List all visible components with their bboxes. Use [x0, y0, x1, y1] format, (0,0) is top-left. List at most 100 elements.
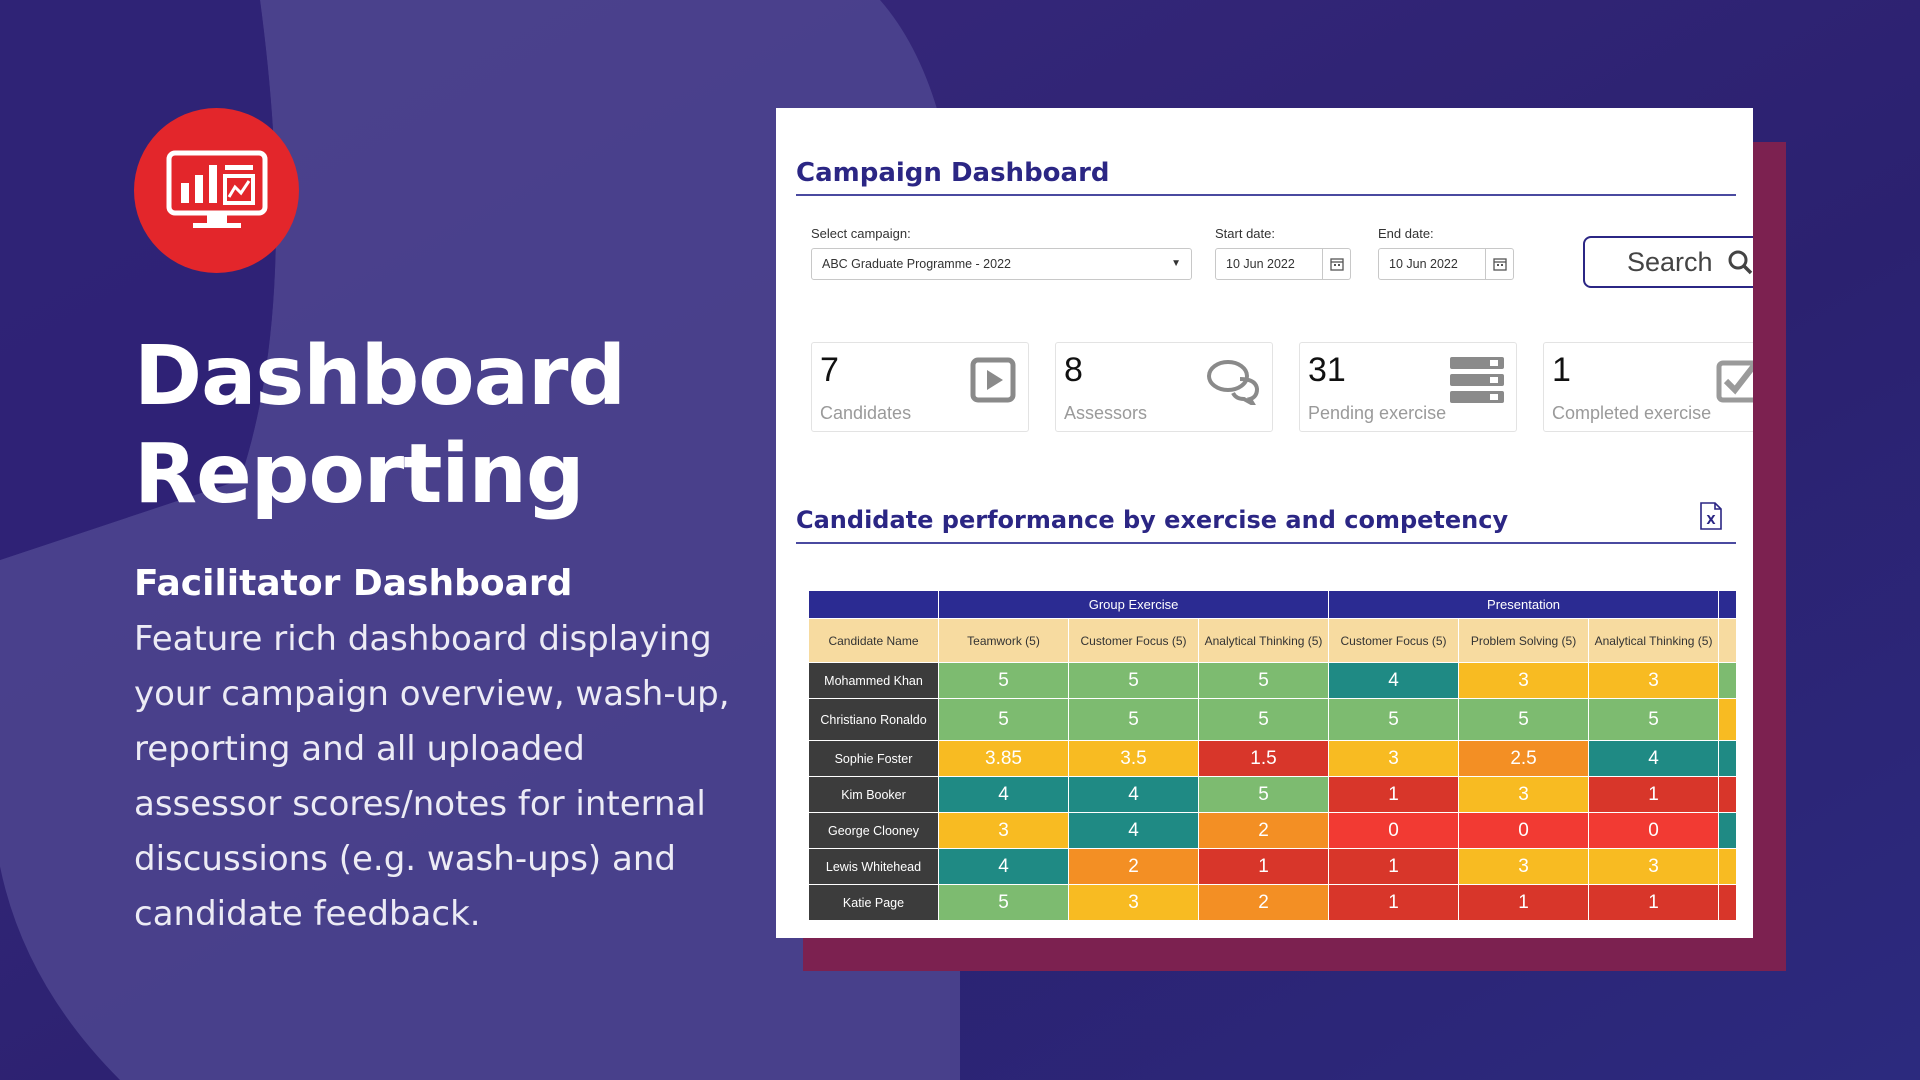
column-header[interactable]: Customer Focus (5): [1328, 618, 1460, 663]
stat-pending[interactable]: 31 Pending exercise: [1299, 342, 1517, 432]
column-header-row: Candidate Name Teamwork (5) Customer Foc…: [808, 618, 1736, 663]
score-cell: 3: [1458, 848, 1590, 885]
score-cell: 5: [938, 884, 1069, 921]
stat-assessors[interactable]: 8 Assessors: [1055, 342, 1273, 432]
score-cell-overflow: [1718, 884, 1736, 921]
start-date-input[interactable]: 10 Jun 2022: [1215, 248, 1351, 280]
candidate-name[interactable]: Mohammed Khan: [808, 662, 939, 699]
score-cell: 4: [938, 776, 1069, 813]
table-row[interactable]: George Clooney 3 4 2 0 0 0: [808, 812, 1736, 849]
column-header[interactable]: Analytical Thinking (5): [1588, 618, 1720, 663]
stat-value: 1: [1552, 351, 1571, 389]
dashboard-card: Campaign Dashboard Select campaign: ABC …: [776, 108, 1753, 938]
calendar-icon[interactable]: [1322, 249, 1350, 279]
score-cell: 5: [1588, 698, 1720, 741]
search-icon: [1728, 250, 1752, 275]
stat-value: 31: [1308, 351, 1346, 389]
score-cell: 1: [1328, 848, 1460, 885]
candidate-name[interactable]: Lewis Whitehead: [808, 848, 939, 885]
candidate-name[interactable]: Katie Page: [808, 884, 939, 921]
group-header-row: Group Exercise Presentation: [808, 590, 1736, 619]
score-cell: 4: [1068, 812, 1199, 849]
stat-label: Assessors: [1064, 403, 1148, 423]
score-cell: 5: [1197, 776, 1330, 813]
score-cell-overflow: [1718, 812, 1736, 849]
stat-completed[interactable]: 1 Completed exercise: [1543, 342, 1753, 432]
stat-candidates[interactable]: 7 Candidates: [811, 342, 1029, 432]
hero-title: Dashboard Reporting: [134, 328, 754, 524]
hero-title-line2: Reporting: [134, 427, 585, 522]
score-cell: 4: [1068, 776, 1199, 813]
score-cell: 0: [1458, 812, 1590, 849]
candidate-name[interactable]: George Clooney: [808, 812, 939, 849]
score-cell: 1.5: [1197, 740, 1330, 777]
score-cell: 4: [1588, 740, 1720, 777]
score-cell: 2: [1197, 812, 1330, 849]
score-cell: 5: [938, 698, 1069, 741]
score-cell: 4: [938, 848, 1069, 885]
score-cell-overflow: [1718, 776, 1736, 813]
candidate-name[interactable]: Kim Booker: [808, 776, 939, 813]
calendar-icon[interactable]: [1485, 249, 1513, 279]
column-header[interactable]: Customer Focus (5): [1068, 618, 1199, 663]
stat-label: Completed exercise: [1552, 403, 1712, 423]
score-cell: 1: [1588, 776, 1720, 813]
score-cell: 2.5: [1458, 740, 1590, 777]
dashboard-title: Campaign Dashboard: [796, 158, 1736, 196]
filter-bar: Select campaign: ABC Graduate Programme …: [811, 226, 1753, 296]
group-header-empty: [808, 590, 939, 619]
score-cell: 5: [1068, 698, 1199, 741]
list-icon: [1450, 357, 1504, 403]
dashboard-content: Campaign Dashboard Select campaign: ABC …: [796, 158, 1753, 921]
end-date-value: 10 Jun 2022: [1389, 257, 1458, 271]
score-cell-overflow: [1718, 848, 1736, 885]
score-cell: 5: [1197, 662, 1330, 699]
performance-title: Candidate performance by exercise and co…: [796, 502, 1736, 544]
column-header[interactable]: Problem Solving (5): [1458, 618, 1590, 663]
score-cell: 2: [1197, 884, 1330, 921]
score-cell: 4: [1328, 662, 1460, 699]
table-row[interactable]: Mohammed Khan 5 5 5 4 3 3: [808, 662, 1736, 699]
score-cell: 5: [1068, 662, 1199, 699]
column-header-overflow: [1718, 618, 1736, 663]
stat-value: 7: [820, 351, 839, 389]
score-cell: 5: [1197, 698, 1330, 741]
score-cell: 5: [1458, 698, 1590, 741]
column-header[interactable]: Teamwork (5): [938, 618, 1069, 663]
candidate-name[interactable]: Christiano Ronaldo: [808, 698, 939, 741]
table-row[interactable]: Lewis Whitehead 4 2 1 1 3 3: [808, 848, 1736, 885]
search-button[interactable]: Search: [1583, 236, 1753, 288]
stats-row: 7 Candidates 8 Assessors 31 Pending exer…: [811, 342, 1753, 432]
score-cell: 1: [1588, 884, 1720, 921]
table-row[interactable]: Christiano Ronaldo 5 5 5 5 5 5: [808, 698, 1736, 741]
excel-export-icon[interactable]: X: [1700, 502, 1722, 530]
start-date-label: Start date:: [1215, 226, 1275, 241]
candidate-name[interactable]: Sophie Foster: [808, 740, 939, 777]
chat-bubbles-icon: [1207, 360, 1260, 405]
campaign-value: ABC Graduate Programme - 2022: [822, 257, 1011, 271]
score-cell: 1: [1458, 884, 1590, 921]
campaign-select[interactable]: ABC Graduate Programme - 2022 ▼: [811, 248, 1192, 280]
hero-subtitle: Facilitator Dashboard: [134, 563, 573, 604]
score-cell: 3.85: [938, 740, 1069, 777]
checkbox-icon: [1716, 360, 1753, 403]
score-cell-overflow: [1718, 698, 1736, 741]
table-row[interactable]: Sophie Foster 3.85 3.5 1.5 3 2.5 4: [808, 740, 1736, 777]
stat-label: Candidates: [820, 403, 912, 423]
group-header-presentation: Presentation: [1328, 590, 1720, 619]
play-icon: [970, 357, 1016, 403]
score-cell: 3: [1068, 884, 1199, 921]
score-cell: 3: [1458, 776, 1590, 813]
score-cell-overflow: [1718, 662, 1736, 699]
stat-value: 8: [1064, 351, 1083, 389]
group-header-group-exercise: Group Exercise: [937, 590, 1330, 619]
hero-description: Feature rich dashboard displaying your c…: [134, 619, 730, 934]
table-row[interactable]: Katie Page 5 3 2 1 1 1: [808, 884, 1736, 921]
table-row[interactable]: Kim Booker 4 4 5 1 3 1: [808, 776, 1736, 813]
end-date-label: End date:: [1378, 226, 1434, 241]
end-date-input[interactable]: 10 Jun 2022: [1378, 248, 1514, 280]
score-cell: 0: [1328, 812, 1460, 849]
column-header[interactable]: Candidate Name: [808, 618, 939, 663]
hero-title-line1: Dashboard: [134, 329, 626, 424]
column-header[interactable]: Analytical Thinking (5): [1197, 618, 1330, 663]
